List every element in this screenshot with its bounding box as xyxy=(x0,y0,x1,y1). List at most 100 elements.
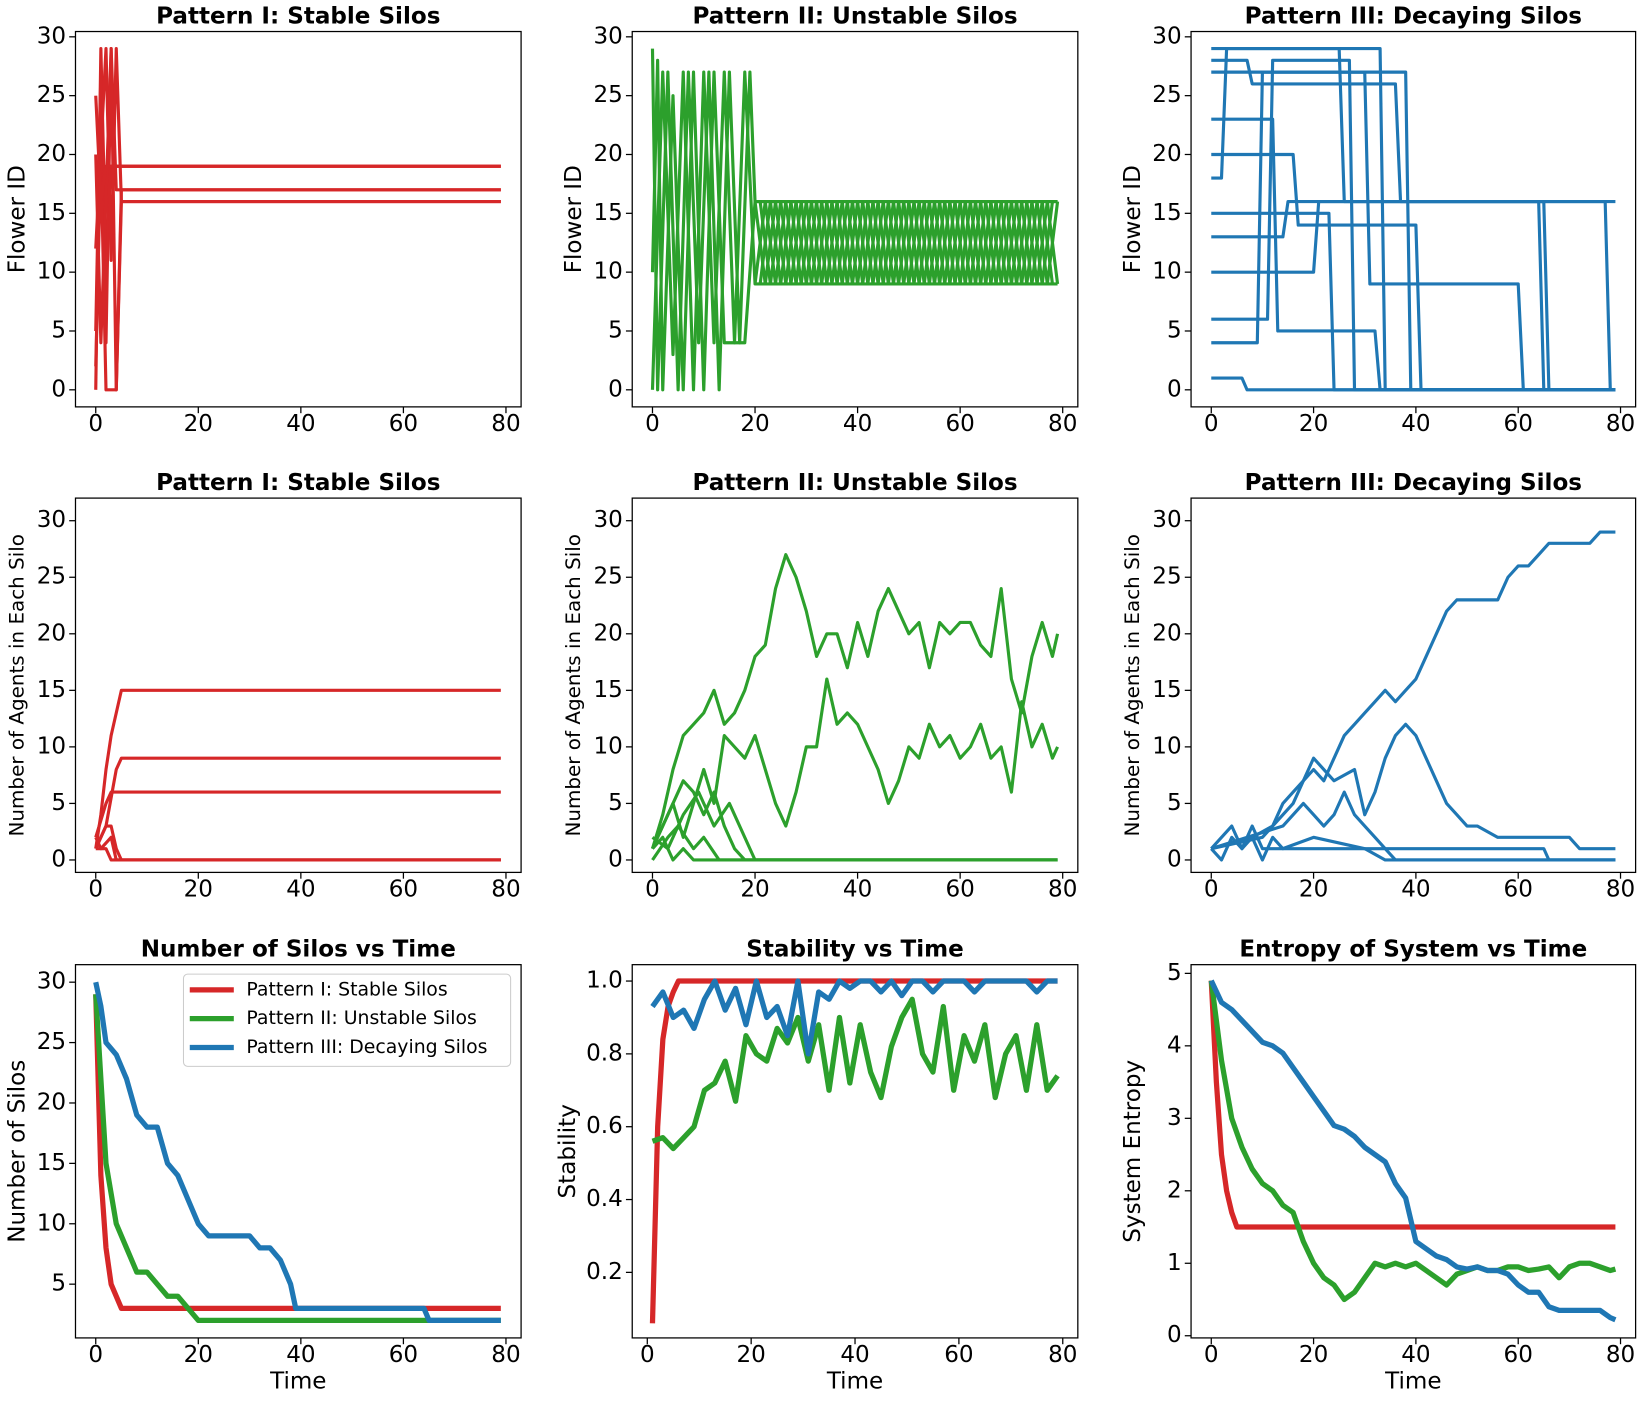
y-axis-label: Number of Agents in Each Silo xyxy=(1121,534,1144,836)
axes-frame xyxy=(1190,30,1637,408)
plot-area xyxy=(1208,979,1617,1323)
x-tick-label: 0 xyxy=(645,877,660,903)
x-tick-label: 20 xyxy=(184,1342,213,1368)
y-axis-label: System Entropy xyxy=(1120,1060,1146,1243)
legend-label: Pattern II: Unstable Silos xyxy=(246,1007,476,1029)
plot-area xyxy=(94,688,501,862)
x-tick-label: 80 xyxy=(1048,1342,1077,1368)
data-line xyxy=(651,824,1058,862)
x-tick-label: 20 xyxy=(1299,1342,1328,1368)
y-tick-label: 0.8 xyxy=(586,1040,623,1066)
y-tick-label: 4 xyxy=(1167,1032,1182,1058)
data-line xyxy=(649,978,1058,1324)
plot-area xyxy=(94,47,501,392)
x-tick-label: 40 xyxy=(286,1342,315,1368)
y-tick-label: 30 xyxy=(1152,23,1181,49)
data-line xyxy=(1211,376,1616,392)
data-line xyxy=(94,835,501,862)
y-tick-label: 25 xyxy=(37,564,66,590)
x-tick-label: 80 xyxy=(491,411,520,437)
y-tick-label: 5 xyxy=(608,790,623,816)
data-line xyxy=(650,48,1058,392)
y-axis-label: Number of Agents in Each Silo xyxy=(562,534,585,836)
axes-frame xyxy=(631,30,1079,408)
data-line xyxy=(1210,722,1616,851)
axes-frame xyxy=(74,30,522,408)
y-tick-label: 0.2 xyxy=(586,1259,623,1285)
chart-title: Stability vs Time xyxy=(746,936,963,962)
data-line xyxy=(94,95,501,204)
data-line xyxy=(1211,199,1616,392)
x-tick-label: 80 xyxy=(491,1342,520,1368)
y-axis-label: Stability xyxy=(555,1104,581,1198)
x-tick-label: 80 xyxy=(1606,877,1635,903)
y-tick-label: 0 xyxy=(608,376,623,402)
y-tick-label: 15 xyxy=(37,1150,66,1176)
y-tick-label: 20 xyxy=(1152,141,1181,167)
plot-area xyxy=(93,981,501,1324)
data-line xyxy=(94,824,501,862)
data-line xyxy=(94,790,501,838)
x-tick-label: 0 xyxy=(1204,877,1219,903)
y-tick-label: 15 xyxy=(1152,200,1181,226)
y-tick-label: 10 xyxy=(37,1210,66,1236)
x-tick-label: 0 xyxy=(1204,411,1219,437)
data-line xyxy=(758,199,1060,286)
chart-title: Pattern I: Stable Silos xyxy=(156,3,440,29)
data-line xyxy=(650,978,1058,1057)
axes-frame xyxy=(1190,497,1637,874)
data-line xyxy=(94,152,501,392)
y-tick-label: 20 xyxy=(593,141,622,167)
data-line xyxy=(93,981,501,1324)
axes-frame xyxy=(74,497,522,874)
plot-area xyxy=(650,48,1060,392)
y-tick-label: 25 xyxy=(37,82,66,108)
data-line xyxy=(1211,211,1616,392)
x-tick-label: 20 xyxy=(184,877,213,903)
y-tick-label: 30 xyxy=(593,507,622,533)
y-tick-label: 0 xyxy=(608,846,623,872)
data-line xyxy=(93,994,501,1324)
x-tick-label: 60 xyxy=(945,877,974,903)
data-line xyxy=(651,996,1060,1152)
y-tick-label: 30 xyxy=(37,969,66,995)
chart-title: Pattern III: Decaying Silos xyxy=(1245,3,1582,29)
y-axis-label: Flower ID xyxy=(561,165,587,273)
y-tick-label: 10 xyxy=(593,259,622,285)
data-line xyxy=(1211,199,1616,392)
y-tick-label: 25 xyxy=(37,1029,66,1055)
x-tick-label: 40 xyxy=(1401,411,1430,437)
data-line xyxy=(94,47,501,390)
data-line xyxy=(95,847,501,862)
data-line xyxy=(94,47,501,262)
y-tick-label: 25 xyxy=(1152,82,1181,108)
chart-title: Pattern II: Unstable Silos xyxy=(692,3,1017,29)
x-axis-label: Time xyxy=(1384,1368,1441,1394)
x-tick-label: 20 xyxy=(740,877,769,903)
data-line xyxy=(94,47,501,345)
y-tick-label: 10 xyxy=(37,259,66,285)
x-tick-label: 60 xyxy=(1504,411,1533,437)
y-tick-label: 20 xyxy=(37,141,66,167)
x-tick-label: 80 xyxy=(1048,411,1077,437)
data-line xyxy=(1208,980,1616,1230)
axes-frame xyxy=(74,964,522,1339)
data-line xyxy=(1210,824,1616,862)
data-line xyxy=(650,553,1060,850)
y-tick-label: 20 xyxy=(593,620,622,646)
x-tick-label: 0 xyxy=(640,1342,655,1368)
chart-title: Entropy of System vs Time xyxy=(1239,936,1587,962)
y-tick-label: 30 xyxy=(37,507,66,533)
x-tick-label: 20 xyxy=(1299,411,1328,437)
y-tick-label: 15 xyxy=(1152,677,1181,703)
y-tick-label: 5 xyxy=(51,1271,66,1297)
y-tick-label: 15 xyxy=(593,677,622,703)
chart-title: Number of Silos vs Time xyxy=(141,936,456,962)
y-tick-label: 5 xyxy=(1167,790,1182,816)
legend-label: Pattern I: Stable Silos xyxy=(246,978,447,1000)
data-line xyxy=(651,779,1058,862)
x-tick-label: 60 xyxy=(945,411,974,437)
axes-frame xyxy=(1190,964,1637,1339)
x-axis-label: Time xyxy=(269,1368,326,1394)
